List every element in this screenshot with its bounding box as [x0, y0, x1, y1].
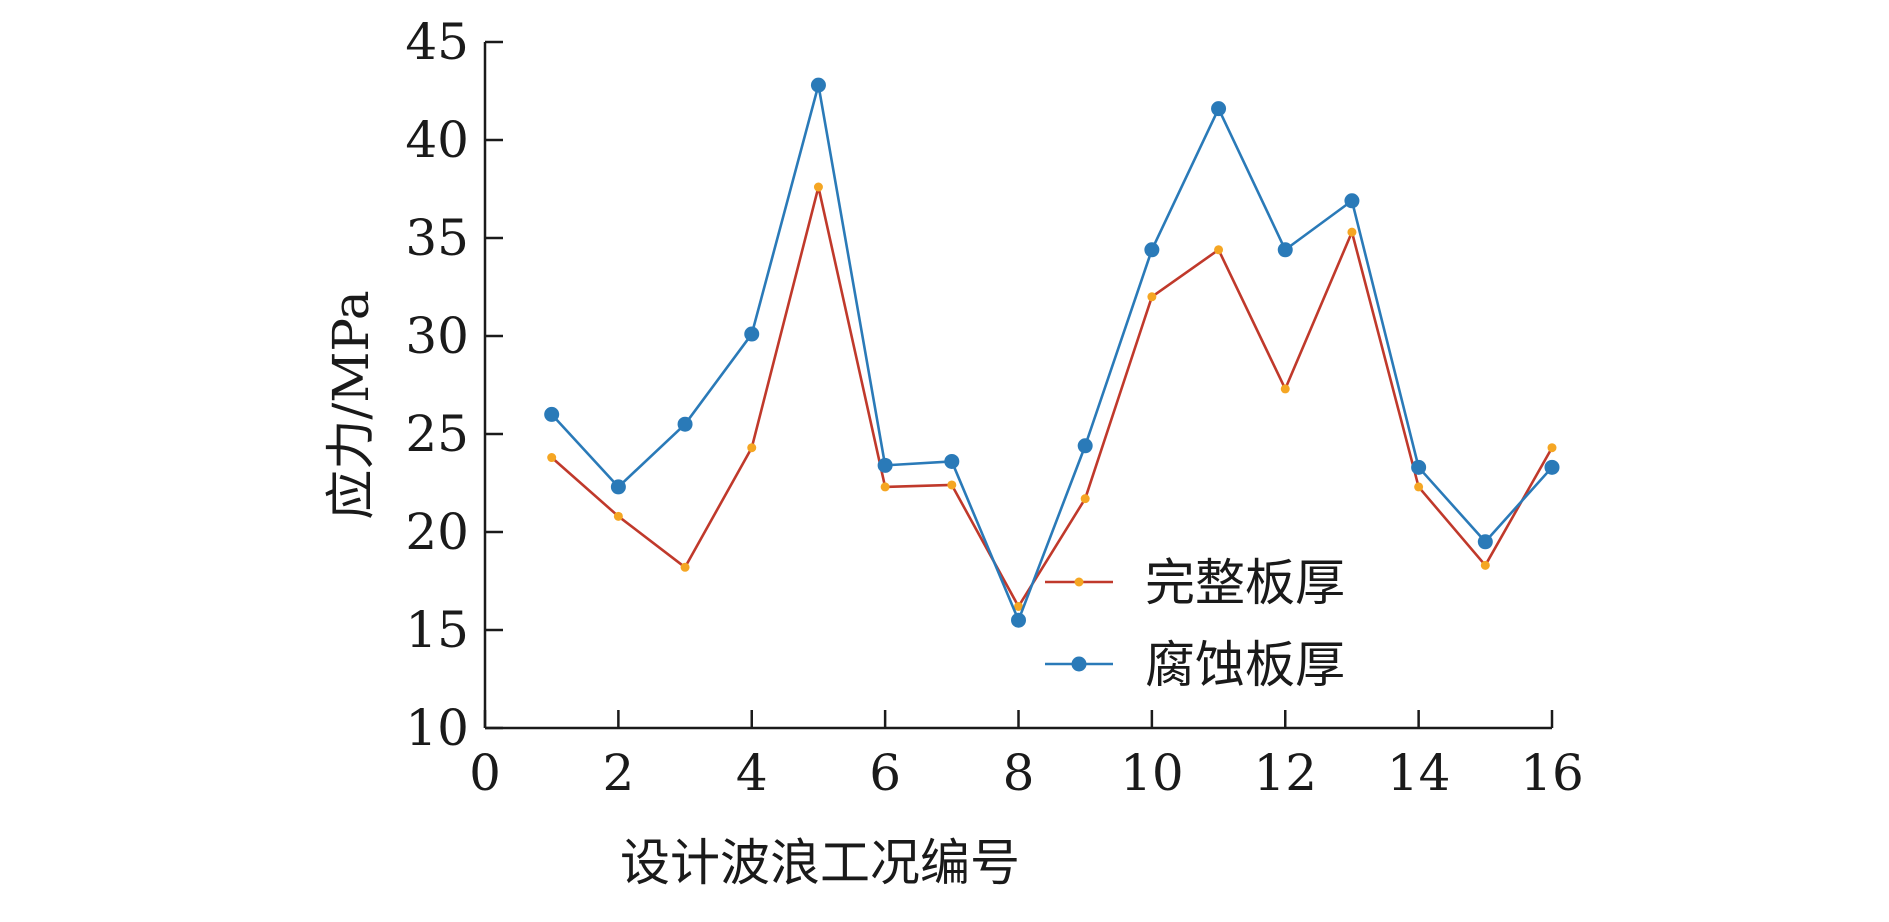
- series-layer: [544, 77, 1560, 628]
- data-point: [1411, 459, 1427, 475]
- data-point: [1147, 292, 1157, 302]
- data-point: [544, 406, 560, 422]
- data-point: [1477, 534, 1493, 550]
- data-point: [1214, 245, 1224, 255]
- data-point: [1480, 560, 1490, 570]
- y-tick-label: 25: [405, 405, 469, 463]
- data-point: [880, 482, 890, 492]
- data-point: [1080, 494, 1090, 504]
- x-tick-label: 0: [469, 744, 501, 802]
- data-point: [1544, 459, 1560, 475]
- data-point: [1014, 601, 1023, 611]
- series-2: [544, 77, 1560, 628]
- data-point: [1211, 101, 1227, 117]
- y-tick-label: 20: [405, 503, 469, 561]
- x-tick-label: 4: [736, 744, 768, 802]
- data-point: [680, 562, 690, 572]
- data-point: [1144, 242, 1160, 258]
- y-tick-label: 30: [405, 307, 469, 365]
- legend-swatch-marker: [1074, 577, 1084, 587]
- data-point: [610, 479, 626, 495]
- data-point: [810, 77, 826, 93]
- axes: 10 15 20 25 30 35 40 45 0 2 4 6 8 10 12 14 16: [405, 13, 1583, 802]
- x-tick-label: 14: [1387, 744, 1451, 802]
- data-point: [1280, 384, 1290, 394]
- legend-label: 腐蚀板厚: [1145, 636, 1345, 694]
- series-line: [550, 185, 1554, 608]
- x-tick-label: 12: [1253, 744, 1317, 802]
- y-axis-title: 应力/MPa: [322, 290, 380, 519]
- x-tick-label: 2: [602, 744, 634, 802]
- legend-label: 完整板厚: [1145, 554, 1345, 612]
- data-point: [877, 457, 893, 473]
- y-tick-label: 15: [405, 601, 469, 659]
- legend-item-2: 腐蚀板厚: [1045, 636, 1345, 694]
- y-tick-label: 35: [405, 209, 469, 267]
- data-point: [1077, 438, 1093, 454]
- data-point: [1011, 612, 1026, 628]
- data-point: [744, 326, 760, 342]
- legend-swatch-marker: [1071, 656, 1087, 672]
- x-tick-label: 16: [1520, 744, 1584, 802]
- data-point: [944, 453, 960, 469]
- data-point: [1414, 482, 1424, 492]
- data-point: [747, 443, 757, 453]
- data-point: [613, 511, 623, 521]
- legend-item-1: 完整板厚: [1045, 554, 1345, 612]
- x-tick-label: 6: [869, 744, 901, 802]
- data-point: [1277, 242, 1293, 258]
- data-point: [1547, 443, 1557, 453]
- data-point: [547, 453, 557, 463]
- data-point: [677, 416, 693, 432]
- series-line: [550, 83, 1553, 622]
- y-tick-label: 40: [405, 111, 469, 169]
- series-1: [547, 182, 1557, 611]
- x-tick-label: 8: [1003, 744, 1035, 802]
- data-point: [947, 480, 957, 490]
- data-point: [1344, 193, 1360, 209]
- x-tick-label: 10: [1120, 744, 1184, 802]
- x-axis-title: 设计波浪工况编号: [620, 834, 1020, 892]
- data-point: [1347, 227, 1357, 237]
- y-tick-label: 10: [405, 699, 469, 757]
- data-point: [813, 182, 823, 192]
- y-tick-label: 45: [405, 13, 469, 71]
